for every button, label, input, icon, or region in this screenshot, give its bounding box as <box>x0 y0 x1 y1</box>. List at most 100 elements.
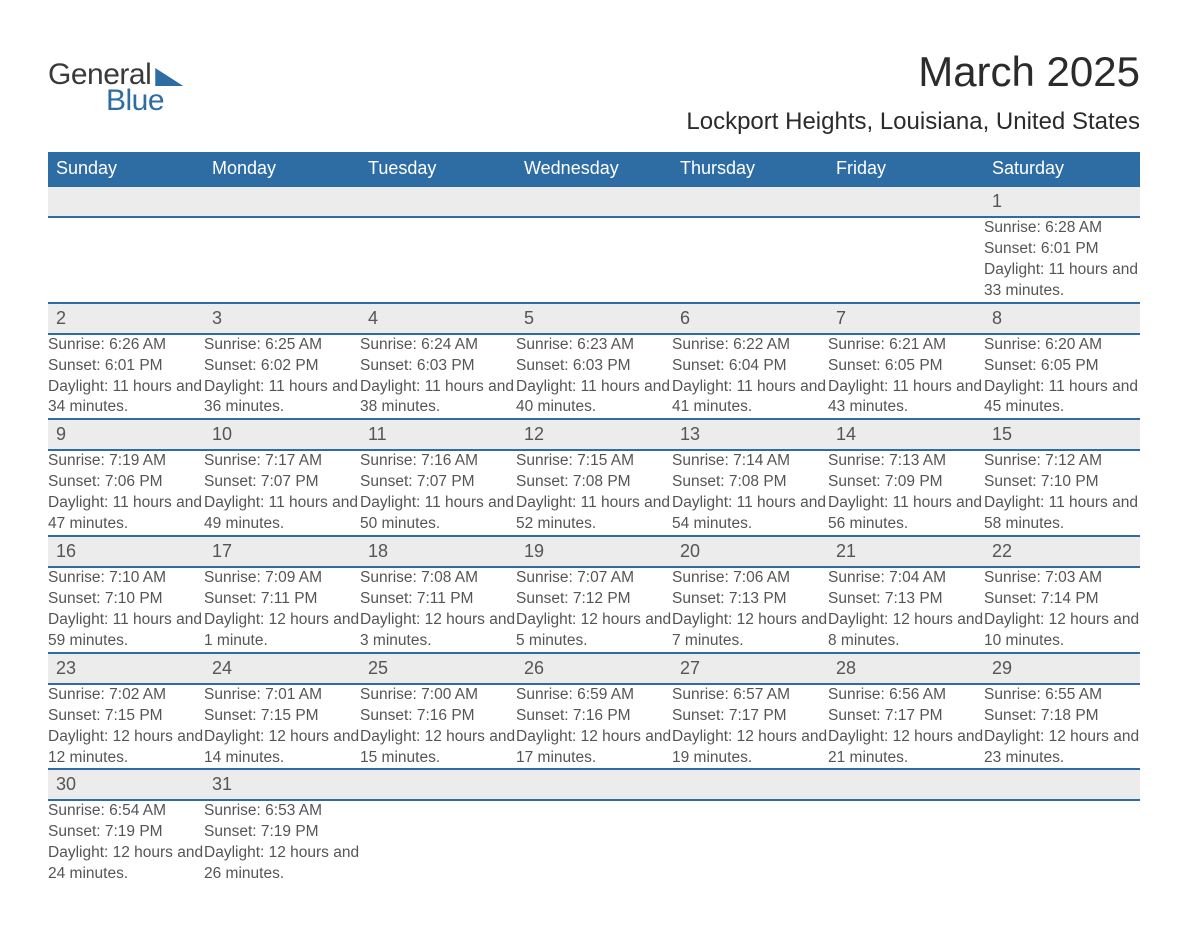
daylight-text: Daylight: 11 hours and 54 minutes. <box>672 493 828 535</box>
day-number-cell: 19 <box>516 536 672 567</box>
day-number: 4 <box>360 304 516 333</box>
day-body-cell: Sunrise: 7:12 AMSunset: 7:10 PMDaylight:… <box>984 450 1140 536</box>
sunrise-text: Sunrise: 7:16 AM <box>360 451 516 472</box>
day-body-cell <box>672 217 828 303</box>
day-number-cell <box>516 769 672 800</box>
daylight-text: Daylight: 12 hours and 8 minutes. <box>828 610 984 652</box>
sunrise-text: Sunrise: 6:21 AM <box>828 335 984 356</box>
daylight-text: Daylight: 12 hours and 15 minutes. <box>360 727 516 769</box>
sunset-text: Sunset: 6:05 PM <box>984 356 1140 377</box>
sunset-text: Sunset: 6:05 PM <box>828 356 984 377</box>
daylight-text: Daylight: 12 hours and 3 minutes. <box>360 610 516 652</box>
logo: General Blue <box>48 48 183 118</box>
day-number-cell: 16 <box>48 536 204 567</box>
day-number: 24 <box>204 654 360 683</box>
sunset-text: Sunset: 7:17 PM <box>828 706 984 727</box>
daylight-text: Daylight: 11 hours and 52 minutes. <box>516 493 672 535</box>
day-body-cell: Sunrise: 7:16 AMSunset: 7:07 PMDaylight:… <box>360 450 516 536</box>
day-number-cell: 11 <box>360 419 516 450</box>
day-body-cell: Sunrise: 7:09 AMSunset: 7:11 PMDaylight:… <box>204 567 360 653</box>
day-body-cell: Sunrise: 6:25 AMSunset: 6:02 PMDaylight:… <box>204 334 360 420</box>
daylight-text: Daylight: 12 hours and 10 minutes. <box>984 610 1140 652</box>
day-body-cell: Sunrise: 7:02 AMSunset: 7:15 PMDaylight:… <box>48 684 204 770</box>
day-number-row: 2345678 <box>48 303 1140 334</box>
day-number: 7 <box>828 304 984 333</box>
sunset-text: Sunset: 7:19 PM <box>48 822 204 843</box>
month-title: March 2025 <box>686 48 1140 96</box>
day-number-cell <box>516 186 672 217</box>
day-body-cell: Sunrise: 7:13 AMSunset: 7:09 PMDaylight:… <box>828 450 984 536</box>
daylight-text: Daylight: 12 hours and 26 minutes. <box>204 843 360 885</box>
sunset-text: Sunset: 7:15 PM <box>204 706 360 727</box>
daylight-text: Daylight: 12 hours and 19 minutes. <box>672 727 828 769</box>
daylight-text: Daylight: 12 hours and 12 minutes. <box>48 727 204 769</box>
sunset-text: Sunset: 6:02 PM <box>204 356 360 377</box>
day-body-cell <box>516 800 672 885</box>
daylight-text: Daylight: 11 hours and 41 minutes. <box>672 377 828 419</box>
day-header: Monday <box>204 152 360 186</box>
sunrise-text: Sunrise: 7:00 AM <box>360 685 516 706</box>
day-number-cell: 6 <box>672 303 828 334</box>
day-number-cell <box>828 186 984 217</box>
day-number-cell: 18 <box>360 536 516 567</box>
day-body-cell: Sunrise: 7:14 AMSunset: 7:08 PMDaylight:… <box>672 450 828 536</box>
day-number: 19 <box>516 537 672 566</box>
sunset-text: Sunset: 6:03 PM <box>516 356 672 377</box>
day-number-cell: 29 <box>984 653 1140 684</box>
day-body-cell: Sunrise: 7:17 AMSunset: 7:07 PMDaylight:… <box>204 450 360 536</box>
day-number-cell: 13 <box>672 419 828 450</box>
day-header: Saturday <box>984 152 1140 186</box>
day-body-row: Sunrise: 7:02 AMSunset: 7:15 PMDaylight:… <box>48 684 1140 770</box>
day-body-cell: Sunrise: 6:59 AMSunset: 7:16 PMDaylight:… <box>516 684 672 770</box>
sunrise-text: Sunrise: 6:24 AM <box>360 335 516 356</box>
day-header: Thursday <box>672 152 828 186</box>
day-body-cell: Sunrise: 6:20 AMSunset: 6:05 PMDaylight:… <box>984 334 1140 420</box>
day-body-cell: Sunrise: 7:03 AMSunset: 7:14 PMDaylight:… <box>984 567 1140 653</box>
sunset-text: Sunset: 6:01 PM <box>984 239 1140 260</box>
daylight-text: Daylight: 11 hours and 49 minutes. <box>204 493 360 535</box>
day-number: 6 <box>672 304 828 333</box>
day-number-cell: 1 <box>984 186 1140 217</box>
sunset-text: Sunset: 7:10 PM <box>48 589 204 610</box>
day-body-cell <box>828 217 984 303</box>
sunset-text: Sunset: 7:13 PM <box>672 589 828 610</box>
day-body-cell: Sunrise: 6:21 AMSunset: 6:05 PMDaylight:… <box>828 334 984 420</box>
day-number: 15 <box>984 420 1140 449</box>
day-number: 16 <box>48 537 204 566</box>
day-number-cell: 2 <box>48 303 204 334</box>
day-number-cell <box>204 186 360 217</box>
day-body-cell: Sunrise: 6:23 AMSunset: 6:03 PMDaylight:… <box>516 334 672 420</box>
sunset-text: Sunset: 6:01 PM <box>48 356 204 377</box>
day-number: 14 <box>828 420 984 449</box>
day-body-cell: Sunrise: 6:24 AMSunset: 6:03 PMDaylight:… <box>360 334 516 420</box>
daylight-text: Daylight: 11 hours and 58 minutes. <box>984 493 1140 535</box>
sunrise-text: Sunrise: 7:06 AM <box>672 568 828 589</box>
daylight-text: Daylight: 11 hours and 40 minutes. <box>516 377 672 419</box>
day-number-cell: 10 <box>204 419 360 450</box>
day-number: 22 <box>984 537 1140 566</box>
day-number-cell: 21 <box>828 536 984 567</box>
day-number: 29 <box>984 654 1140 683</box>
day-number-cell: 4 <box>360 303 516 334</box>
daylight-text: Daylight: 11 hours and 47 minutes. <box>48 493 204 535</box>
sunrise-text: Sunrise: 7:12 AM <box>984 451 1140 472</box>
day-header: Tuesday <box>360 152 516 186</box>
sunrise-text: Sunrise: 6:55 AM <box>984 685 1140 706</box>
day-number-cell: 23 <box>48 653 204 684</box>
day-number-cell: 26 <box>516 653 672 684</box>
sunset-text: Sunset: 7:08 PM <box>672 472 828 493</box>
sunrise-text: Sunrise: 6:23 AM <box>516 335 672 356</box>
day-number-cell <box>672 769 828 800</box>
sunrise-text: Sunrise: 7:14 AM <box>672 451 828 472</box>
daylight-text: Daylight: 11 hours and 43 minutes. <box>828 377 984 419</box>
sunrise-text: Sunrise: 6:54 AM <box>48 801 204 822</box>
day-number-cell: 31 <box>204 769 360 800</box>
day-number-row: 23242526272829 <box>48 653 1140 684</box>
day-number: 18 <box>360 537 516 566</box>
sunset-text: Sunset: 7:13 PM <box>828 589 984 610</box>
sunset-text: Sunset: 7:16 PM <box>516 706 672 727</box>
day-body-row: Sunrise: 7:19 AMSunset: 7:06 PMDaylight:… <box>48 450 1140 536</box>
sunset-text: Sunset: 7:16 PM <box>360 706 516 727</box>
day-body-row: Sunrise: 6:26 AMSunset: 6:01 PMDaylight:… <box>48 334 1140 420</box>
day-number: 27 <box>672 654 828 683</box>
